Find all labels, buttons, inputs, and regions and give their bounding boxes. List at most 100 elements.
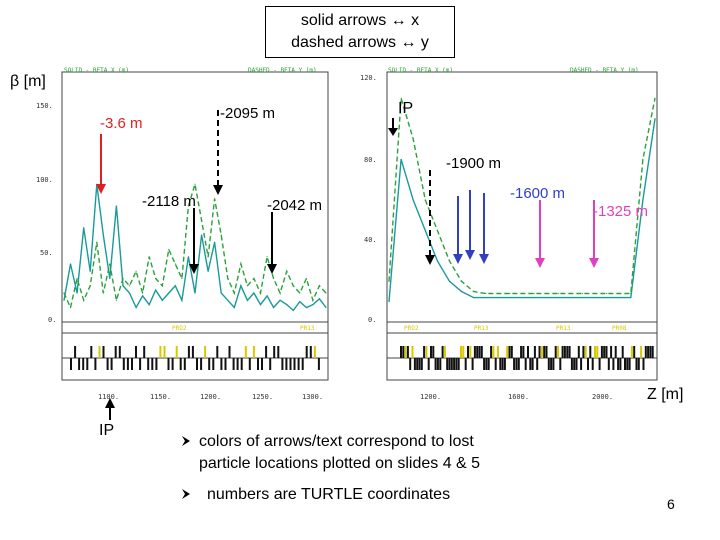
lattice-magnet bbox=[74, 346, 77, 358]
left-beta-x-point bbox=[292, 309, 294, 311]
lattice-magnet bbox=[191, 346, 194, 358]
lattice-magnet bbox=[94, 358, 97, 370]
lattice-magnet bbox=[175, 346, 178, 358]
left-header-dashed: DASHED - BETA Y (m) bbox=[248, 67, 317, 74]
lattice-magnet bbox=[404, 346, 407, 358]
lattice-magnet bbox=[402, 346, 405, 358]
lattice-magnet bbox=[204, 346, 207, 358]
lattice-magnet bbox=[485, 358, 488, 370]
left-beta-x-point bbox=[76, 292, 78, 294]
left-beta-y-point bbox=[214, 198, 216, 200]
lattice-magnet bbox=[524, 358, 527, 370]
lattice-magnet bbox=[527, 346, 529, 358]
left-beta-x-point bbox=[233, 306, 235, 309]
right-element-pro2: PRO2 bbox=[404, 325, 419, 332]
lattice-magnet bbox=[171, 358, 174, 370]
lattice-magnet bbox=[293, 358, 296, 370]
right-plot-frame bbox=[386, 71, 658, 381]
lattice-magnet bbox=[434, 358, 437, 370]
lattice-magnet bbox=[413, 358, 416, 370]
left-beta-x-point bbox=[135, 306, 137, 309]
lattice-magnet bbox=[522, 346, 525, 358]
left-beta-x-point bbox=[142, 295, 144, 297]
lattice-magnet bbox=[550, 358, 553, 370]
lattice-magnet bbox=[78, 358, 81, 370]
left-beta-y-point bbox=[109, 263, 111, 265]
lattice-magnet bbox=[114, 346, 117, 358]
left-beta-x-point bbox=[240, 285, 242, 287]
lattice-magnet bbox=[257, 358, 259, 370]
right-beta-y-point bbox=[485, 292, 487, 295]
lattice-magnet bbox=[289, 358, 292, 370]
lattice-magnet bbox=[439, 358, 442, 370]
arrow-red-3-6m-head bbox=[96, 184, 106, 194]
left-beta-y-point bbox=[312, 299, 314, 301]
left-xtick-1150: 1150. bbox=[150, 393, 171, 401]
left-beta-y-point bbox=[273, 277, 275, 280]
lattice-magnet bbox=[212, 358, 215, 370]
left-beta-x-point bbox=[207, 270, 209, 272]
lattice-magnet bbox=[425, 346, 428, 358]
lattice-magnet bbox=[297, 358, 300, 370]
right-element-pr13-a: PR13 bbox=[474, 325, 489, 332]
lattice-magnet bbox=[559, 358, 562, 370]
right-beta-x-point bbox=[485, 297, 487, 299]
left-beta-x-point bbox=[102, 234, 104, 236]
lattice-magnet bbox=[610, 346, 613, 358]
lattice-magnet bbox=[513, 358, 516, 370]
arrow-blue-1600m-b-head bbox=[465, 250, 475, 260]
slide-number: 6 bbox=[667, 496, 675, 512]
right-beta-y-point bbox=[654, 97, 656, 99]
lattice-magnet bbox=[244, 346, 247, 358]
lattice-magnet bbox=[453, 358, 456, 370]
lattice-magnet bbox=[460, 346, 462, 358]
lattice-magnet bbox=[273, 346, 276, 358]
lattice-magnet bbox=[642, 358, 645, 370]
lattice-magnet bbox=[480, 346, 483, 358]
left-plot-panel: SOLID - BETA X (m) DASHED - BETA Y (m) 1… bbox=[36, 67, 329, 401]
left-beta-y-line bbox=[63, 184, 327, 310]
left-beta-x-point bbox=[83, 227, 85, 229]
lattice-magnet bbox=[483, 358, 486, 370]
lattice-magnet bbox=[183, 358, 186, 370]
lattice-magnet bbox=[220, 358, 223, 370]
bullet-item-2: numbers are TURTLE coordinates bbox=[207, 484, 450, 506]
left-beta-y-point bbox=[305, 277, 307, 280]
lattice-magnet bbox=[277, 346, 280, 358]
right-beta-y-point bbox=[388, 280, 390, 282]
lattice-magnet bbox=[582, 346, 585, 358]
right-plot-panel: SOLID - BETA X (m) DASHED - BETA Y (m) 1… bbox=[360, 67, 658, 401]
lattice-magnet bbox=[554, 346, 557, 358]
lattice-magnet bbox=[110, 358, 113, 370]
arrow-blue-1600m-a-head bbox=[453, 254, 463, 264]
right-beta-x-point bbox=[424, 229, 426, 232]
lattice-magnet bbox=[131, 358, 133, 370]
bullet-item-1-line-2: particle locations plotted on slides 4 &… bbox=[199, 455, 481, 472]
left-beta-y-point bbox=[259, 292, 262, 294]
left-beta-x-point bbox=[266, 295, 268, 297]
left-beta-x-point bbox=[187, 256, 190, 258]
lattice-magnet bbox=[552, 358, 555, 370]
label-ip-top: IP bbox=[398, 100, 414, 117]
lattice-magnet bbox=[139, 358, 142, 370]
bullet-arrow-1 bbox=[182, 436, 190, 446]
arrow-dashed-2095m-head bbox=[213, 185, 223, 195]
lattice-magnet bbox=[633, 346, 636, 358]
lattice-magnet bbox=[285, 358, 288, 370]
lattice-magnet bbox=[441, 346, 444, 358]
lattice-magnet bbox=[70, 358, 72, 370]
lattice-magnet bbox=[591, 358, 594, 370]
left-beta-x-point bbox=[305, 306, 307, 309]
arrow-magenta-1325m-b-head bbox=[589, 258, 599, 268]
lattice-magnet bbox=[309, 346, 312, 358]
left-beta-x-point bbox=[318, 298, 321, 300]
lattice-magnet bbox=[448, 358, 451, 370]
left-beta-y-point bbox=[174, 263, 176, 265]
lattice-magnet bbox=[232, 358, 235, 370]
left-header-solid: SOLID - BETA X (m) bbox=[64, 67, 129, 74]
lattice-magnet bbox=[490, 346, 493, 358]
right-beta-y-point bbox=[448, 260, 451, 262]
left-beta-y-point bbox=[96, 241, 98, 243]
left-beta-x-point bbox=[286, 304, 288, 306]
